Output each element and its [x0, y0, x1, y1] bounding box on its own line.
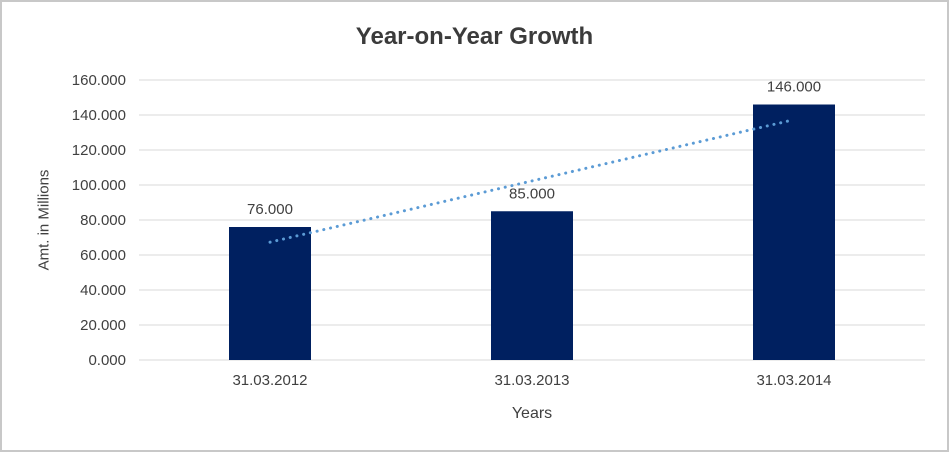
bar-data-label: 85.000: [509, 185, 555, 202]
bar: [491, 211, 573, 360]
y-tick-label: 140.000: [72, 107, 126, 124]
chart-title: Year-on-Year Growth: [355, 23, 594, 50]
y-tick-label: 160.000: [72, 72, 126, 89]
y-tick-label: 60.000: [80, 247, 126, 264]
y-tick-label: 0.000: [88, 352, 126, 369]
bar-data-label: 146.000: [767, 79, 821, 96]
bar: [229, 227, 311, 360]
bar-data-label: 76.000: [247, 201, 293, 218]
trendline: [268, 118, 796, 244]
x-category-label: 31.03.2014: [756, 372, 831, 389]
y-tick-label: 80.000: [80, 212, 126, 229]
y-axis-title: Amt. in Millions: [35, 169, 53, 271]
y-tick-label: 100.000: [72, 177, 126, 194]
y-tick-label: 40.000: [80, 282, 126, 299]
x-category-label: 31.03.2013: [494, 372, 569, 389]
bar: [753, 104, 835, 360]
x-axis-title: Years: [511, 405, 553, 422]
y-tick-label: 20.000: [80, 317, 126, 334]
x-category-label: 31.03.2012: [232, 372, 307, 389]
y-tick-label: 120.000: [72, 142, 126, 159]
